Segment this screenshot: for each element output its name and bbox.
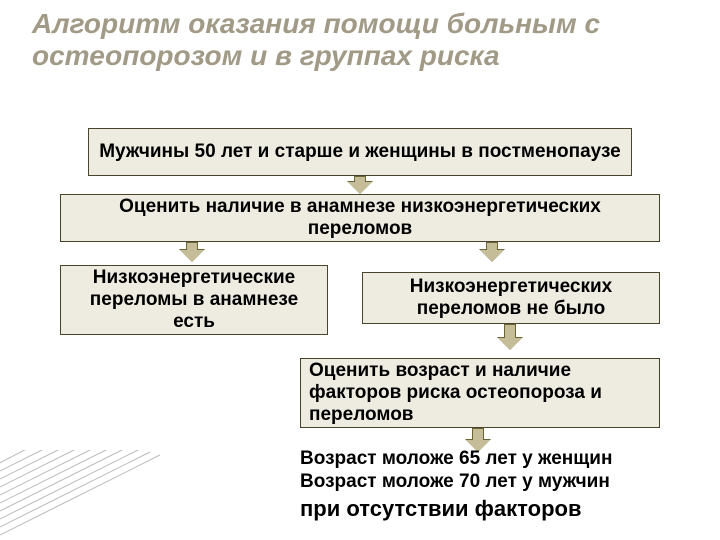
hatch-lines (0, 450, 160, 540)
box-population-label: Мужчины 50 лет и старше и женщины в пост… (99, 141, 621, 163)
box-fractures-yes-label: Низкоэнергетические переломы в анамнезе … (69, 267, 319, 333)
slide-title: Алгоритм оказания помощи больным с остео… (32, 8, 688, 72)
box-fractures-yes: Низкоэнергетические переломы в анамнезе … (60, 265, 328, 335)
box-fractures-no-label: Низкоэнергетических переломов не было (371, 276, 651, 320)
box-population: Мужчины 50 лет и старше и женщины в пост… (88, 128, 632, 176)
age-line-1: Возраст моложе 65 лет у женщин (300, 448, 700, 471)
arrow-3 (498, 324, 522, 350)
age-line-3: при отсутствии факторов (300, 496, 700, 522)
age-line-2: Возраст моложе 70 лет у мужчин (300, 471, 700, 494)
box-assess-history: Оценить наличие в анамнезе низкоэнергети… (60, 194, 660, 242)
box-assess-history-label: Оценить наличие в анамнезе низкоэнергети… (69, 196, 651, 240)
arrow-1 (348, 176, 372, 194)
corner-decoration (0, 450, 160, 540)
box-assess-age-risk-label: Оценить возраст и наличие факторов риска… (309, 360, 651, 426)
box-fractures-no: Низкоэнергетических переломов не было (362, 272, 660, 324)
box-assess-age-risk: Оценить возраст и наличие факторов риска… (300, 358, 660, 428)
slide: Алгоритм оказания помощи больным с остео… (0, 0, 720, 540)
age-criteria-block: Возраст моложе 65 лет у женщин Возраст м… (300, 448, 700, 522)
arrow-2-left (180, 242, 204, 262)
arrow-2-right (480, 242, 504, 262)
